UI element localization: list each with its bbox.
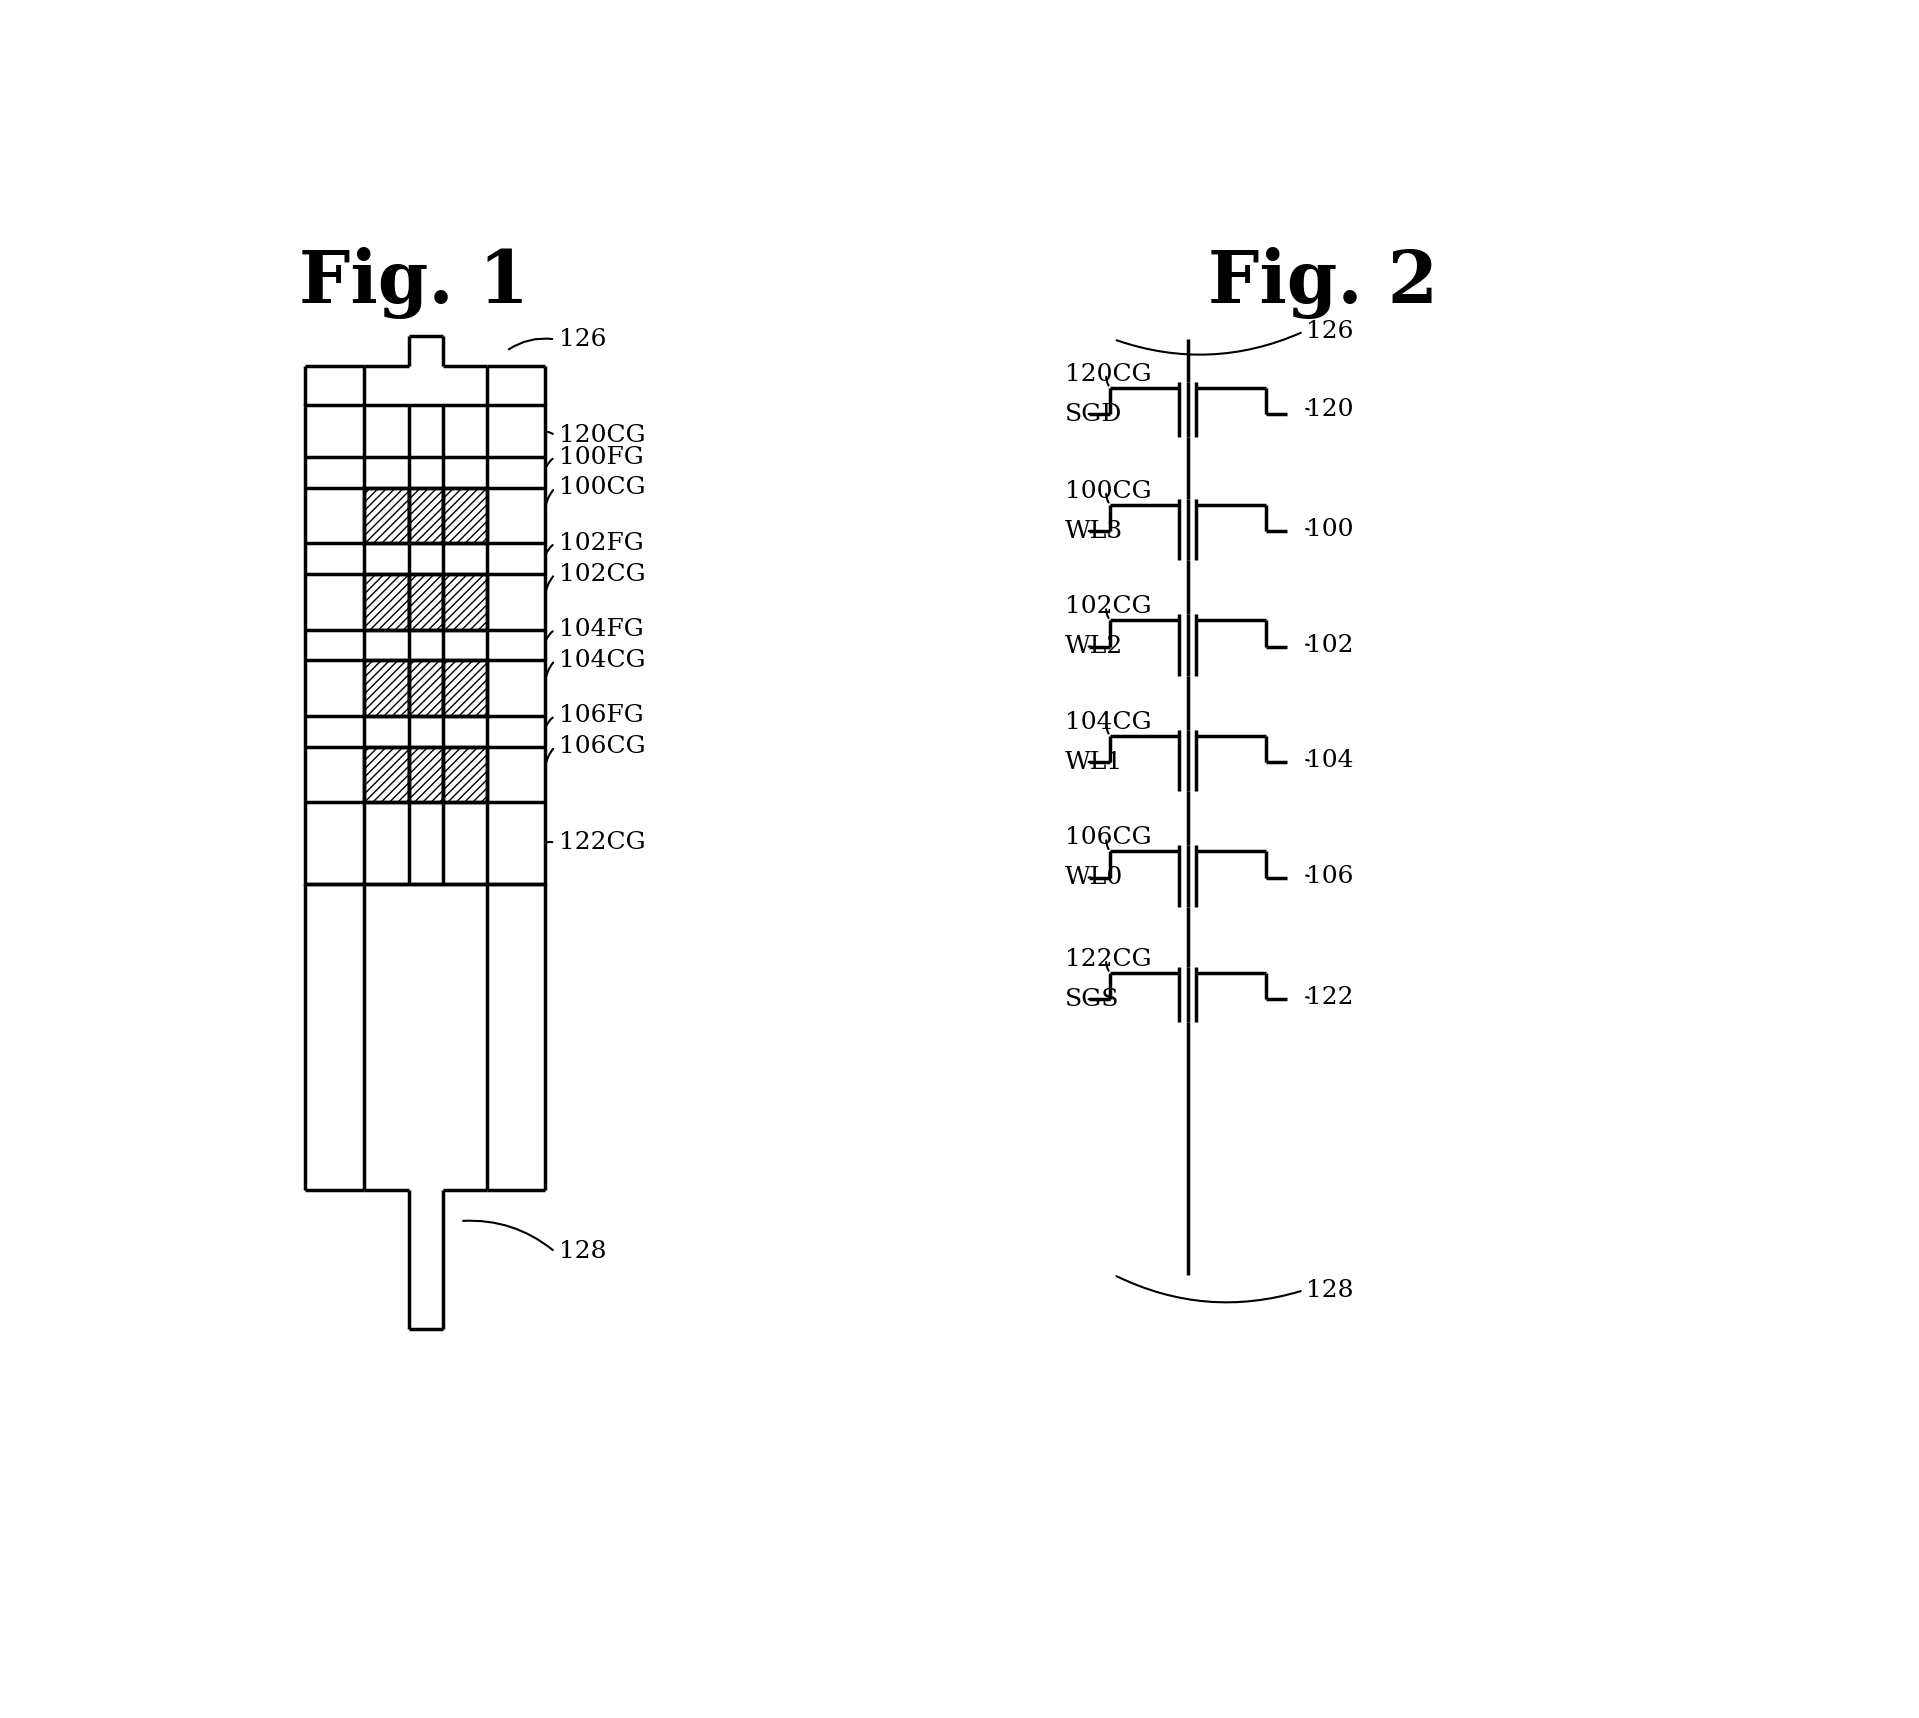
Bar <box>365 747 409 802</box>
Bar <box>409 574 443 631</box>
Text: Fig. 1: Fig. 1 <box>299 247 530 320</box>
Text: 102: 102 <box>1305 634 1353 656</box>
Text: 106: 106 <box>1305 864 1353 888</box>
Text: 102CG: 102CG <box>558 564 645 586</box>
Text: 106CG: 106CG <box>558 735 645 758</box>
Text: 120CG: 120CG <box>558 424 645 447</box>
Text: 106FG: 106FG <box>558 704 643 727</box>
Bar <box>365 574 409 631</box>
Text: WL2: WL2 <box>1065 636 1123 658</box>
Bar <box>443 574 487 631</box>
Bar <box>409 747 443 802</box>
Text: 126: 126 <box>558 328 606 350</box>
Text: 128: 128 <box>1305 1278 1353 1302</box>
Bar <box>443 660 487 716</box>
Text: 100CG: 100CG <box>1065 479 1151 503</box>
Text: 120CG: 120CG <box>1065 362 1151 385</box>
Text: WL0: WL0 <box>1065 866 1123 890</box>
Text: 104FG: 104FG <box>558 618 643 641</box>
Text: 126: 126 <box>1305 320 1353 344</box>
Text: 104: 104 <box>1305 749 1353 771</box>
Text: WL3: WL3 <box>1065 519 1123 543</box>
Bar <box>409 488 443 543</box>
Bar <box>409 660 443 716</box>
Text: 122CG: 122CG <box>1065 948 1151 971</box>
Text: 100FG: 100FG <box>558 445 643 469</box>
Text: 104CG: 104CG <box>558 649 645 672</box>
Text: 122CG: 122CG <box>558 832 645 854</box>
Text: WL1: WL1 <box>1065 751 1123 773</box>
Text: 106CG: 106CG <box>1065 826 1151 849</box>
Text: 100CG: 100CG <box>558 476 645 500</box>
Text: 122: 122 <box>1305 986 1353 1008</box>
Text: 100: 100 <box>1305 519 1353 541</box>
Text: 102CG: 102CG <box>1065 594 1151 618</box>
Bar <box>305 405 545 883</box>
Bar <box>443 488 487 543</box>
Bar <box>365 660 409 716</box>
Bar <box>443 747 487 802</box>
Text: 120: 120 <box>1305 399 1353 421</box>
Text: 104CG: 104CG <box>1065 711 1151 734</box>
Text: 128: 128 <box>558 1240 606 1263</box>
Text: SGS: SGS <box>1065 988 1119 1010</box>
Bar <box>365 488 409 543</box>
Text: Fig. 2: Fig. 2 <box>1207 247 1437 320</box>
Text: SGD: SGD <box>1065 402 1123 426</box>
Text: 102FG: 102FG <box>558 533 643 555</box>
